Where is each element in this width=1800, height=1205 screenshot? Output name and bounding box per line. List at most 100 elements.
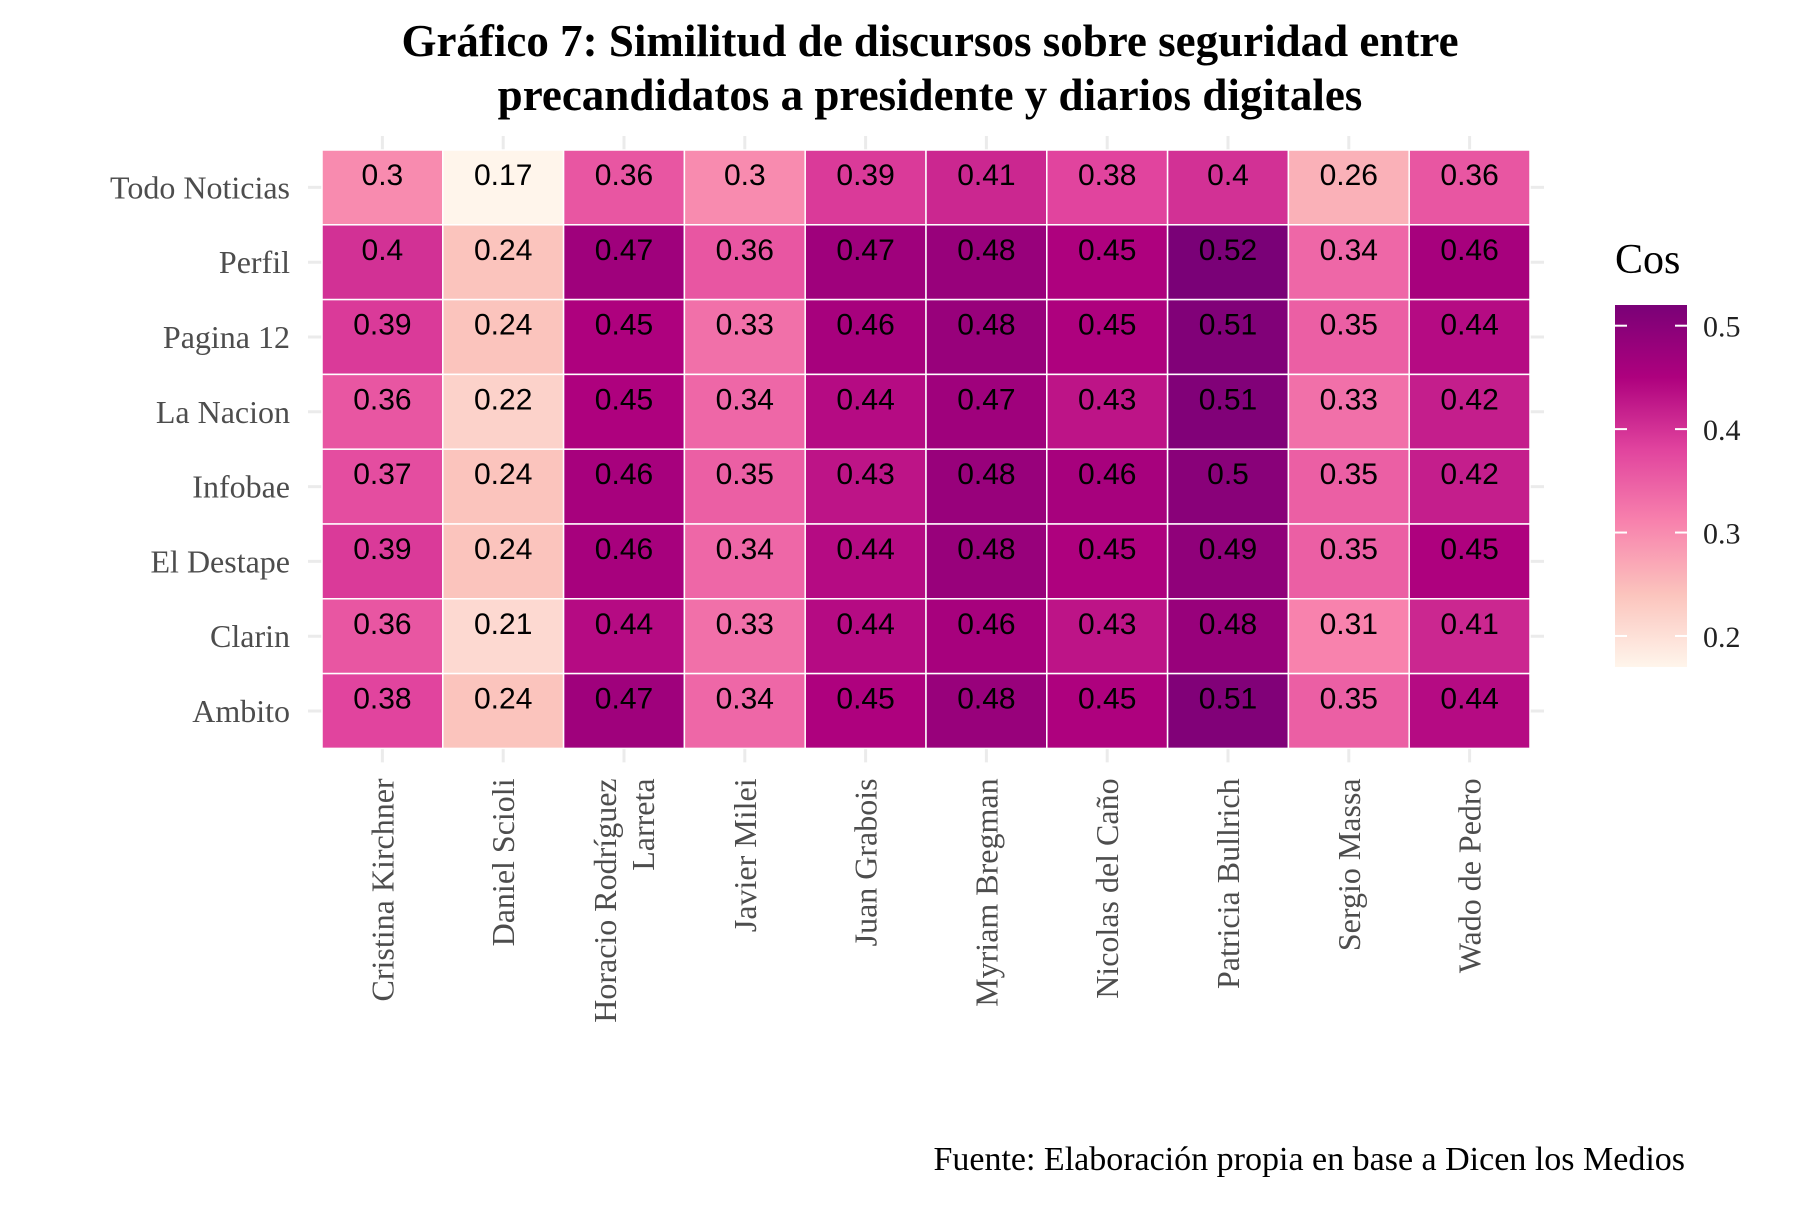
heatmap-cell-label: 0.51: [1199, 683, 1257, 716]
heatmap-cell: [321, 672, 444, 750]
heatmap-cell-label: 0.35: [1320, 309, 1378, 342]
heatmap-cell-label: 0.4: [362, 234, 404, 267]
heatmap-cells: [321, 149, 1531, 750]
heatmap-cell-label: 0.5: [1207, 458, 1249, 491]
heatmap-cell-label: 0.34: [716, 533, 774, 566]
heatmap-cell-label: 0.24: [474, 458, 532, 491]
heatmap-cell-label: 0.51: [1199, 309, 1257, 342]
chart-title-line-1: Gráfico 7: Similitud de discursos sobre …: [401, 16, 1458, 66]
heatmap-cell: [683, 448, 806, 525]
heatmap-cell: [1166, 598, 1290, 675]
heatmap-cell-label: 0.41: [957, 159, 1015, 192]
legend-title: Cos: [1615, 237, 1680, 283]
heatmap-cell: [1287, 598, 1410, 675]
heatmap-cell: [1166, 224, 1290, 301]
heatmap-cell-label: 0.45: [1078, 309, 1136, 342]
heatmap-cell-label: 0.45: [595, 383, 653, 416]
heatmap-cell-label: 0.35: [1320, 458, 1378, 491]
heatmap-cell: [562, 672, 686, 750]
heatmap-cell: [925, 448, 1048, 525]
heatmap-cell-label: 0.43: [1078, 608, 1136, 641]
heatmap-cell-label: 0.37: [353, 458, 411, 491]
column-label: Nicolas del Caño: [1089, 778, 1125, 998]
column-label: Javier Milei: [727, 778, 763, 932]
heatmap-cell-label: 0.48: [1199, 608, 1257, 641]
heatmap-cell: [321, 224, 444, 301]
heatmap-cell-label: 0.45: [1078, 234, 1136, 267]
heatmap-cell-label: 0.17: [474, 159, 532, 192]
heatmap-cell-label: 0.46: [836, 309, 894, 342]
heatmap-cell-label: 0.24: [474, 234, 532, 267]
heatmap-cell-label: 0.36: [353, 383, 411, 416]
column-label: Daniel Scioli: [485, 778, 521, 946]
heatmap-cell-label: 0.31: [1320, 608, 1378, 641]
heatmap-cell: [1287, 298, 1410, 376]
heatmap-cell: [321, 373, 444, 450]
heatmap-cell: [804, 224, 927, 301]
heatmap-cell-label: 0.21: [474, 608, 532, 641]
heatmap-cell: [683, 523, 806, 600]
heatmap-cell: [925, 672, 1048, 750]
heatmap-cell: [442, 448, 565, 525]
heatmap-cell-label: 0.33: [1320, 383, 1378, 416]
column-label: Horacio Rodríguez: [587, 778, 623, 1022]
heatmap-cell-label: 0.48: [957, 533, 1015, 566]
heatmap-cell: [1287, 149, 1410, 226]
heatmap-cell: [804, 598, 927, 675]
column-label: Juan Grabois: [848, 778, 884, 946]
heatmap-cell-label: 0.45: [1078, 683, 1136, 716]
heatmap-cell-label: 0.36: [1440, 159, 1498, 192]
heatmap-cell-label: 0.3: [724, 159, 766, 192]
heatmap-cell-label: 0.38: [353, 683, 411, 716]
legend-color-bar: [1615, 305, 1687, 667]
heatmap-cell: [804, 149, 927, 226]
heatmap-cell: [1166, 672, 1290, 750]
heatmap-cell-label: 0.38: [1078, 159, 1136, 192]
heatmap-cell-label: 0.22: [474, 383, 532, 416]
heatmap-cell: [1287, 523, 1410, 600]
heatmap-cell: [321, 523, 444, 600]
heatmap-cell: [562, 448, 686, 525]
heatmap-cell: [925, 523, 1048, 600]
heatmap-cell: [1046, 373, 1169, 450]
row-label: Clarin: [210, 618, 290, 654]
heatmap-cell-label: 0.47: [957, 383, 1015, 416]
heatmap-cell-label: 0.4: [1207, 159, 1249, 192]
heatmap-cell-label: 0.44: [595, 608, 653, 641]
row-label: Pagina 12: [163, 319, 290, 355]
row-label: Infobae: [192, 469, 290, 505]
heatmap-cell-label: 0.44: [1440, 309, 1498, 342]
heatmap-cell-label: 0.47: [595, 683, 653, 716]
chart-title-line-2: precandidatos a presidente y diarios dig…: [498, 70, 1363, 120]
heatmap-cell: [1408, 598, 1531, 675]
heatmap-cell-label: 0.48: [957, 683, 1015, 716]
heatmap-cell: [683, 149, 806, 226]
legend-tick-label: 0.5: [1703, 311, 1741, 344]
legend-ticks: 0.2 0.3 0.4 0.5: [1615, 311, 1741, 654]
heatmap-cell-labels: 0.3 0.17 0.36 0.3 0.39 0.41 0.38 0.4 0.26 0.36 0.4…: [353, 159, 1499, 716]
heatmap-cell-label: 0.47: [595, 234, 653, 267]
heatmap-cell: [683, 224, 806, 301]
row-label: Ambito: [192, 693, 290, 729]
heatmap-cell: [442, 224, 565, 301]
row-label: La Nacion: [156, 394, 290, 430]
heatmap-cell: [1408, 672, 1531, 750]
heatmap-cell: [804, 672, 927, 750]
heatmap-cell-label: 0.48: [957, 458, 1015, 491]
heatmap-cell: [1408, 224, 1531, 301]
heatmap-cell-label: 0.49: [1199, 533, 1257, 566]
heatmap-cell-label: 0.45: [1078, 533, 1136, 566]
heatmap-cell: [562, 224, 686, 301]
heatmap-cell-label: 0.52: [1199, 234, 1257, 267]
column-labels: Cristina Kirchner Daniel Scioli Horacio Ro…: [364, 778, 1487, 1023]
heatmap-cell-label: 0.44: [836, 383, 894, 416]
heatmap-cell-label: 0.44: [1440, 683, 1498, 716]
heatmap-cell-label: 0.24: [474, 533, 532, 566]
heatmap-cell-label: 0.24: [474, 683, 532, 716]
heatmap-cell-label: 0.48: [957, 309, 1015, 342]
heatmap-cell-label: 0.35: [1320, 533, 1378, 566]
heatmap-cell-label: 0.48: [957, 234, 1015, 267]
legend-tick-label: 0.3: [1703, 518, 1741, 551]
